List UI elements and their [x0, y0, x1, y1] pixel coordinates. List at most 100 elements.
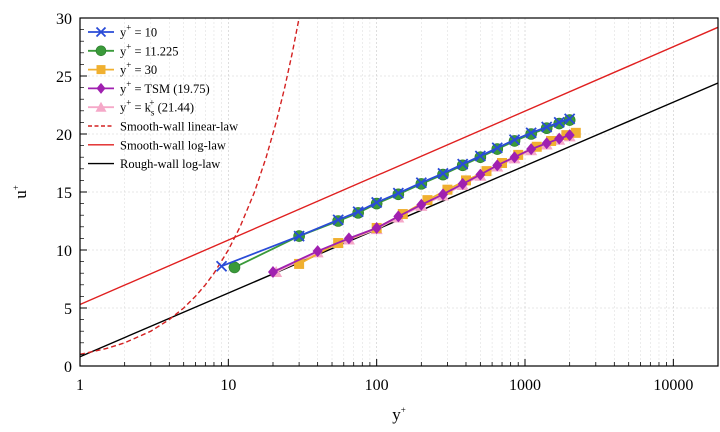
series-layer [80, 18, 718, 358]
data-point [475, 168, 486, 181]
legend-label: y+ = 10 [120, 23, 157, 40]
series-3 [267, 129, 575, 279]
data-point [415, 177, 427, 189]
data-point [553, 116, 565, 129]
legend-label: Smooth-wall log-law [120, 138, 226, 152]
legend-label-base: y [120, 101, 127, 115]
ticks: 1 10 100 1000 10000 0 5 10 15 20 25 30 [56, 11, 719, 394]
y-tick-label: 25 [56, 69, 72, 86]
x-axis-label-sup: + [401, 405, 406, 415]
data-point [352, 206, 364, 218]
y-axis-label-base: u [11, 190, 30, 199]
x-tick-label: 10000 [653, 377, 693, 394]
data-point [294, 258, 305, 269]
legend-item-7: Rough-wall log-law [88, 157, 220, 171]
series-5 [80, 18, 300, 356]
data-point [371, 196, 383, 209]
data-point [457, 177, 468, 190]
data-point [437, 167, 449, 180]
y-axis-label-sup: + [11, 185, 21, 190]
series-0 [215, 113, 576, 272]
legend-label: Rough-wall log-law [120, 157, 220, 171]
legend-item-4: y+ = ks+ (21.44) [88, 98, 194, 118]
data-point [393, 210, 404, 223]
legend-label: y+ = ks+ (21.44) [120, 98, 194, 118]
legend-item-0: y+ = 10 [88, 23, 157, 40]
legend-label-sub: s [151, 108, 155, 118]
data-point [492, 159, 503, 172]
data-point [554, 132, 565, 145]
legend-item-6: Smooth-wall log-law [88, 138, 226, 152]
y-tick-label: 0 [64, 359, 72, 376]
data-point [541, 121, 553, 133]
data-point [293, 230, 305, 242]
data-point [96, 65, 106, 75]
series-6 [80, 26, 718, 306]
data-point [392, 187, 404, 199]
y-tick-label: 30 [56, 11, 72, 28]
data-point [95, 101, 107, 112]
x-tick-label: 1000 [509, 377, 541, 394]
series-line [221, 118, 570, 268]
data-point [96, 82, 106, 94]
series-1 [228, 114, 576, 274]
data-point [508, 134, 521, 146]
y-tick-label: 15 [56, 185, 72, 202]
y-axis-label: u+ [11, 185, 30, 199]
data-point [564, 113, 576, 125]
data-point [267, 266, 278, 279]
legend-label-sup: + [126, 79, 131, 89]
series-line [234, 119, 570, 269]
data-point [541, 137, 552, 150]
x-tick-label: 1 [76, 377, 84, 394]
data-point [438, 188, 449, 201]
y-tick-label: 10 [56, 243, 72, 260]
y-tick-label: 5 [64, 301, 72, 318]
data-point [491, 142, 503, 154]
legend-label-sup: + [126, 41, 131, 51]
legend-label-sup: + [126, 23, 131, 33]
legend-label-sup: + [126, 98, 131, 108]
x-tick-label: 10 [220, 377, 236, 394]
data-point [457, 158, 469, 170]
legend-label: y+ = TSM (19.75) [120, 79, 210, 96]
legend-item-1: y+ = 11.225 [88, 41, 179, 58]
legend-label-base: y [120, 63, 127, 77]
data-point [442, 184, 453, 195]
data-point [332, 214, 344, 226]
legend-item-2: y+ = 30 [88, 60, 157, 77]
legend-label-base: Smooth-wall linear-law [120, 120, 238, 134]
data-point [525, 127, 537, 139]
legend-label-rest: = 11.225 [131, 44, 178, 58]
data-point [526, 143, 537, 156]
data-point [215, 260, 228, 272]
legend-label-rest2: (21.44) [154, 101, 194, 115]
legend-label-rest: = 30 [131, 63, 157, 77]
y-tick-label: 20 [56, 127, 72, 144]
data-point [474, 150, 486, 162]
x-axis-label: y+ [392, 405, 406, 424]
data-point [570, 127, 581, 138]
x-axis-label-base: y [392, 405, 401, 424]
data-point [95, 26, 107, 38]
legend-label-sup: + [126, 60, 131, 70]
data-point [343, 232, 354, 245]
legend-label-rest: = TSM (19.75) [131, 82, 209, 96]
legend-label-base: Rough-wall log-law [120, 157, 220, 171]
series-line [80, 18, 300, 356]
legend-label: Smooth-wall linear-law [120, 120, 238, 134]
data-point [312, 245, 323, 258]
legend-label: y+ = 30 [120, 60, 157, 77]
data-point [422, 195, 433, 206]
legend-label-base: Smooth-wall log-law [120, 138, 226, 152]
legend-label-base: y [120, 82, 127, 96]
x-tick-label: 100 [365, 377, 389, 394]
legend-item-3: y+ = TSM (19.75) [88, 79, 210, 96]
data-point [509, 151, 520, 164]
legend-label-base: y [120, 44, 127, 58]
data-point [95, 45, 107, 57]
legend-item-5: Smooth-wall linear-law [88, 120, 238, 134]
legend-label: y+ = 11.225 [120, 41, 179, 58]
